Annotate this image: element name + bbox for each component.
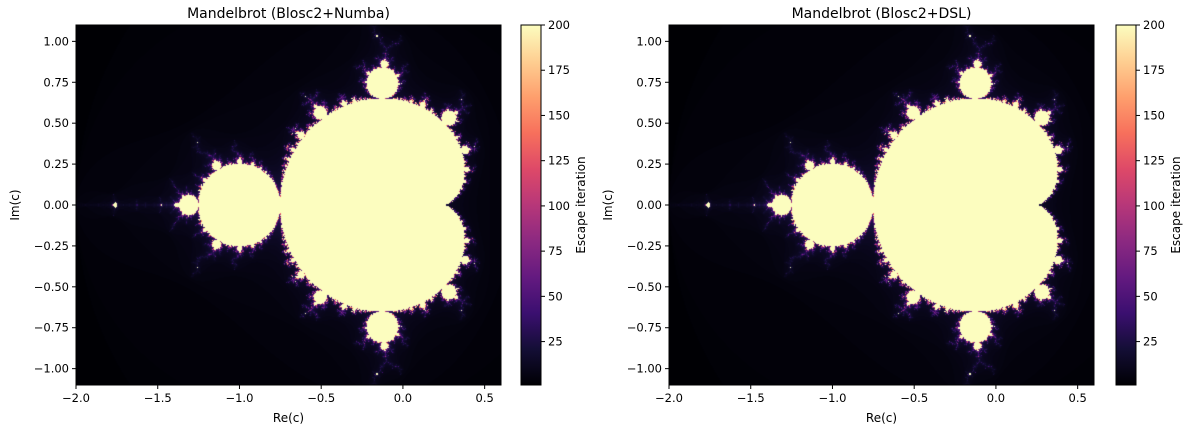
y-axis-label: Im(c) xyxy=(601,189,615,220)
y-tick-label: 0.50 xyxy=(43,116,69,130)
colorbar-tick-label: 125 xyxy=(548,154,570,168)
y-tick-label: −0.25 xyxy=(34,239,69,253)
y-tick-label: −1.00 xyxy=(627,362,662,376)
colorbar-tick-label: 150 xyxy=(1143,108,1165,122)
mandelbrot-panel-2: Mandelbrot (Blosc2+DSL)−2.0 −1.5 −1.0 −0.5 0… xyxy=(601,6,1183,425)
colorbar-tick-label: 25 xyxy=(1143,335,1158,349)
colorbar xyxy=(1115,24,1137,386)
y-tick-label: 1.00 xyxy=(636,34,662,48)
y-tick-label: −0.25 xyxy=(627,239,662,253)
mandelbrot-heatmap xyxy=(669,25,1094,385)
x-tick-label: −0.5 xyxy=(307,391,335,405)
x-tick-label: −0.5 xyxy=(900,391,928,405)
x-tick-label: −1.5 xyxy=(737,391,765,405)
colorbar-tick-label: 175 xyxy=(1143,63,1165,77)
colorbar-tick-label: 150 xyxy=(548,108,570,122)
mandelbrot-panel-1: Mandelbrot (Blosc2+Numba) −2.0 −1.5 −1.0 −0.… xyxy=(8,6,588,425)
x-tick-label: −1.5 xyxy=(144,391,172,405)
x-axis-label: Re(c) xyxy=(273,411,304,425)
colorbar-tick-label: 200 xyxy=(548,18,570,32)
y-tick-label: 1.00 xyxy=(43,34,69,48)
y-axis-label: Im(c) xyxy=(8,189,22,220)
colorbar-tick-label: 200 xyxy=(1143,18,1165,32)
y-tick-label: 0.00 xyxy=(636,198,662,212)
y-tick-label: 0.00 xyxy=(43,198,69,212)
x-tick-label: 0.0 xyxy=(987,391,1005,405)
x-tick-label: −2.0 xyxy=(62,391,90,405)
colorbar-tick-label: 50 xyxy=(548,289,563,303)
y-tick-label: 0.25 xyxy=(636,157,662,171)
y-tick-label: −0.50 xyxy=(34,280,69,294)
colorbar xyxy=(520,24,542,386)
x-axis-label: Re(c) xyxy=(866,411,897,425)
y-tick-label: −0.75 xyxy=(627,321,662,335)
x-tick-label: 0.5 xyxy=(476,391,494,405)
colorbar-tick-label: 75 xyxy=(548,244,563,258)
colorbar-tick-label: 75 xyxy=(1143,244,1158,258)
x-tick-label: 0.5 xyxy=(1069,391,1087,405)
colorbar-tick-label: 100 xyxy=(1143,199,1165,213)
x-tick-label: −2.0 xyxy=(655,391,683,405)
y-tick-label: 0.25 xyxy=(43,157,69,171)
colorbar-tick-label: 25 xyxy=(548,335,563,349)
colorbar-tick-label: 100 xyxy=(548,199,570,213)
colorbar-tick-label: 50 xyxy=(1143,289,1158,303)
chart-title: Mandelbrot (Blosc2+Numba) xyxy=(187,6,390,22)
colorbar-tick-label: 125 xyxy=(1143,154,1165,168)
y-tick-label: 0.50 xyxy=(636,116,662,130)
colorbar-label: Escape iteration xyxy=(1169,156,1183,253)
x-tick-label: −1.0 xyxy=(225,391,253,405)
x-tick-label: 0.0 xyxy=(394,391,412,405)
mandelbrot-heatmap xyxy=(76,25,501,385)
y-tick-label: −1.00 xyxy=(34,362,69,376)
colorbar-label: Escape iteration xyxy=(574,156,588,253)
chart-title: Mandelbrot (Blosc2+DSL) xyxy=(792,6,972,22)
y-tick-label: −0.75 xyxy=(34,321,69,335)
y-tick-label: −0.50 xyxy=(627,280,662,294)
x-tick-label: −1.0 xyxy=(818,391,846,405)
y-tick-label: 0.75 xyxy=(636,75,662,89)
y-tick-label: 0.75 xyxy=(43,75,69,89)
colorbar-tick-label: 175 xyxy=(548,63,570,77)
